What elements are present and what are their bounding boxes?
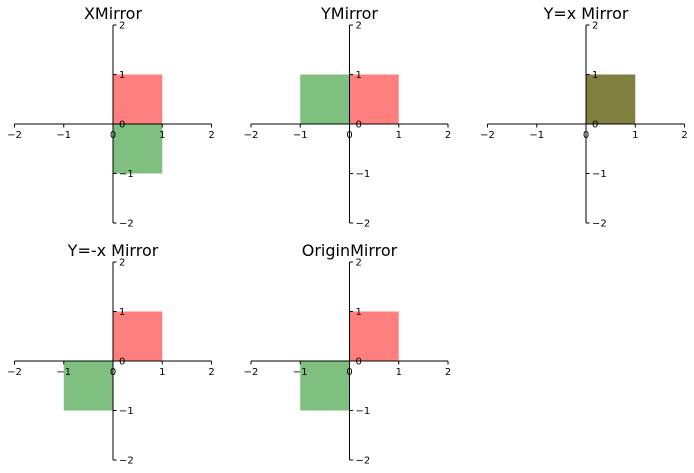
x-tick-label: 0 — [110, 130, 116, 141]
filled-region-2 — [113, 124, 163, 174]
y-tick-label: 2 — [356, 258, 362, 269]
x-tick-label: 1 — [159, 130, 165, 141]
x-tick-label: −2 — [7, 367, 22, 378]
subplot-title: Y=-x Mirror — [67, 241, 159, 260]
x-tick-label: 2 — [208, 367, 214, 378]
y-tick-label: 1 — [119, 307, 125, 318]
y-tick-label: −1 — [119, 169, 134, 180]
y-tick-label: 0 — [119, 120, 125, 131]
x-tick-label: 1 — [632, 130, 638, 141]
y-tick-label: 1 — [119, 70, 125, 81]
x-tick-label: 2 — [208, 130, 214, 141]
x-tick-label: −1 — [56, 367, 71, 378]
x-tick-label: 1 — [159, 367, 165, 378]
x-tick-label: 0 — [110, 367, 116, 378]
subplot-title: OriginMirror — [302, 241, 398, 260]
x-tick-label: 2 — [681, 130, 687, 141]
x-tick-label: 0 — [583, 130, 589, 141]
y-tick-label: 2 — [592, 21, 598, 32]
filled-region-1 — [113, 74, 163, 124]
y-tick-label: −1 — [356, 406, 371, 417]
y-tick-label: −2 — [592, 219, 607, 230]
filled-region-1 — [349, 311, 399, 361]
filled-region-2 — [586, 74, 636, 124]
subplot-title: YMirror — [320, 4, 378, 23]
y-tick-label: −2 — [119, 456, 134, 467]
y-tick-label: 0 — [356, 120, 362, 131]
x-tick-label: −1 — [293, 367, 308, 378]
subplot-title: Y=x Mirror — [543, 4, 629, 23]
y-tick-label: 1 — [356, 70, 362, 81]
y-tick-label: −1 — [119, 406, 134, 417]
x-tick-label: −2 — [244, 367, 259, 378]
x-tick-label: −1 — [56, 130, 71, 141]
y-tick-label: −1 — [592, 169, 607, 180]
y-tick-label: −2 — [356, 219, 371, 230]
y-tick-label: 1 — [592, 70, 598, 81]
x-tick-label: −1 — [529, 130, 544, 141]
y-tick-label: 0 — [119, 357, 125, 368]
x-tick-label: 2 — [445, 130, 451, 141]
filled-region-2 — [300, 361, 350, 411]
filled-region-1 — [349, 74, 399, 124]
y-tick-label: 0 — [592, 120, 598, 131]
y-tick-label: −2 — [119, 219, 134, 230]
y-tick-label: −1 — [356, 169, 371, 180]
x-tick-label: −2 — [7, 130, 22, 141]
x-tick-label: 0 — [346, 367, 352, 378]
y-tick-label: −2 — [356, 456, 371, 467]
x-tick-label: −2 — [480, 130, 495, 141]
filled-region-2 — [63, 361, 113, 411]
subplot-title: XMirror — [84, 4, 143, 23]
y-tick-label: 2 — [119, 258, 125, 269]
y-tick-label: 0 — [356, 357, 362, 368]
x-tick-label: −2 — [244, 130, 259, 141]
x-tick-label: 1 — [396, 367, 402, 378]
x-tick-label: 0 — [346, 130, 352, 141]
filled-region-2 — [300, 74, 350, 124]
y-tick-label: 1 — [356, 307, 362, 318]
x-tick-label: 1 — [396, 130, 402, 141]
filled-region-1 — [113, 311, 163, 361]
x-tick-label: 2 — [445, 367, 451, 378]
y-tick-label: 2 — [356, 21, 362, 32]
y-tick-label: 2 — [119, 21, 125, 32]
x-tick-label: −1 — [293, 130, 308, 141]
